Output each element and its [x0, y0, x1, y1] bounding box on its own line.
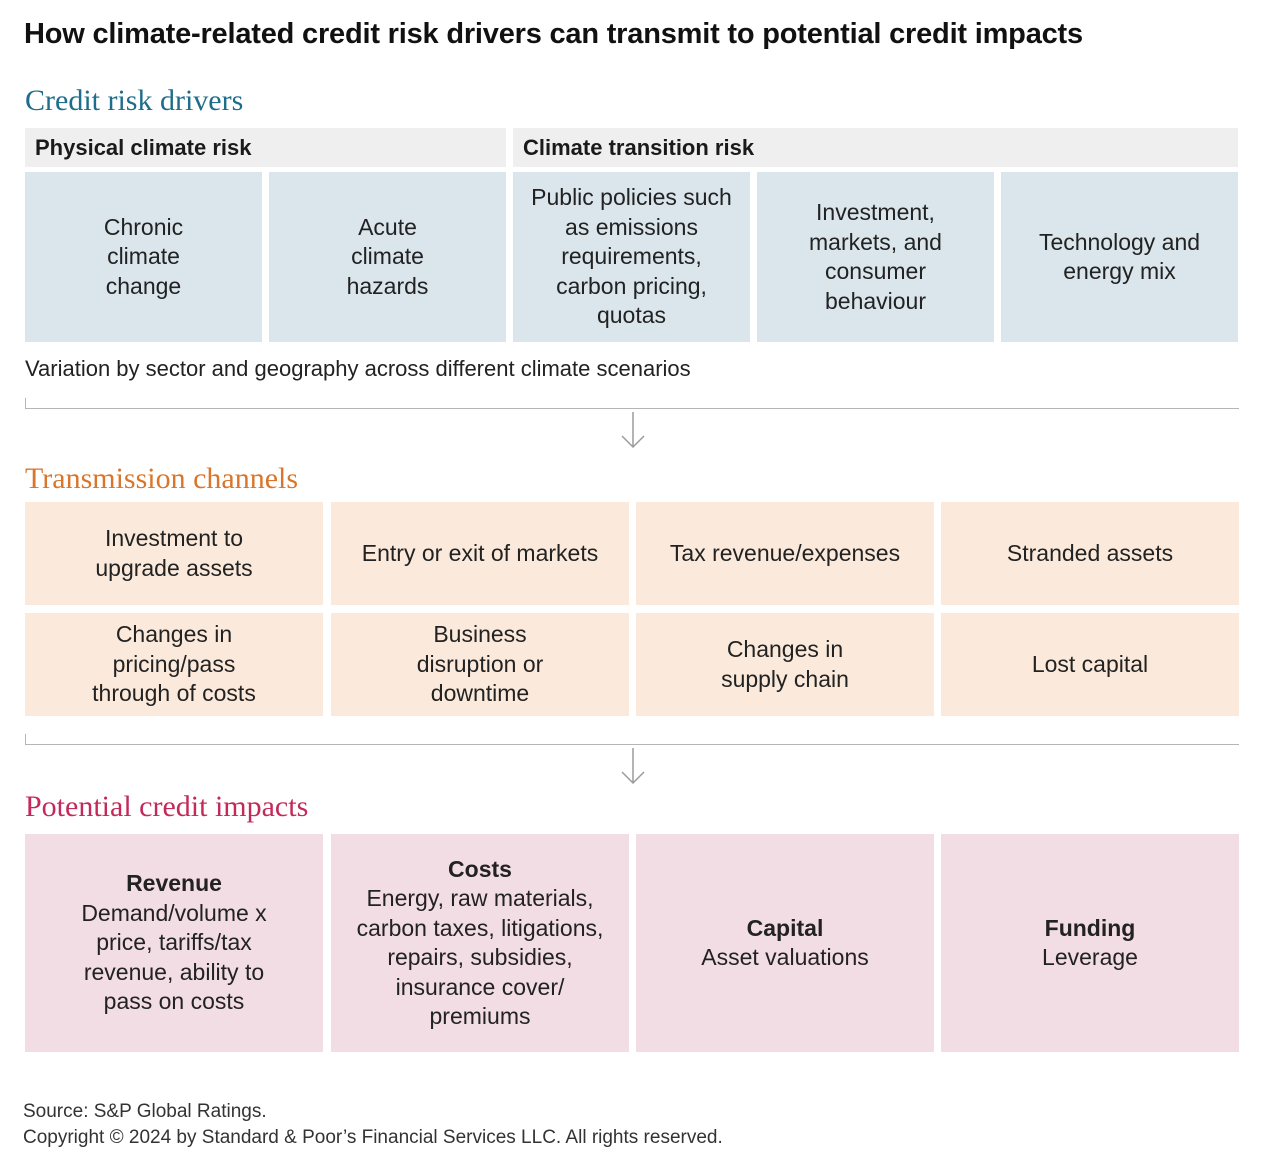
channel-investment-upgrade: Investment to upgrade assets [25, 502, 323, 605]
impact-detail: Leverage [1042, 944, 1138, 970]
driver-label: Investment, markets, and consumer behavi… [809, 199, 942, 314]
driver-acute-climate-hazards: Acute climate hazards [269, 172, 506, 342]
driver-public-policies: Public policies such as emissions requir… [513, 172, 750, 342]
physical-risk-header: Physical climate risk [25, 128, 506, 167]
channel-label: Changes in supply chain [721, 636, 849, 692]
channel-label: Investment to upgrade assets [95, 525, 253, 581]
channel-business-disruption: Business disruption or downtime [331, 613, 629, 716]
impact-costs: Costs Energy, raw materials, carbon taxe… [331, 834, 629, 1052]
driver-technology-energy: Technology and energy mix [1001, 172, 1238, 342]
impact-detail: Asset valuations [701, 944, 869, 970]
impact-revenue: Revenue Demand/volume x price, tariffs/t… [25, 834, 323, 1052]
impacts-heading: Potential credit impacts [25, 790, 309, 823]
driver-label: Chronic climate change [103, 213, 184, 299]
page-title: How climate-related credit risk drivers … [24, 18, 1083, 50]
impact-capital: Capital Asset valuations [636, 834, 934, 1052]
channel-entry-exit-markets: Entry or exit of markets [331, 502, 629, 605]
driver-label: Acute climate hazards [346, 213, 429, 299]
channel-label: Tax revenue/expenses [669, 539, 901, 566]
down-arrow-icon [621, 412, 645, 449]
impact-funding: Funding Leverage [941, 834, 1239, 1052]
impact-title: Capital [746, 914, 824, 941]
impact-title: Funding [1044, 914, 1136, 941]
channel-tax-revenue: Tax revenue/expenses [636, 502, 934, 605]
driver-label: Public policies such as emissions requir… [531, 184, 732, 329]
channel-label: Stranded assets [1006, 539, 1174, 566]
channels-heading: Transmission channels [25, 462, 299, 495]
divider-line [25, 734, 1239, 745]
driver-investment-markets: Investment, markets, and consumer behavi… [757, 172, 994, 342]
channel-label: Changes in pricing/pass through of costs [92, 621, 256, 707]
channel-supply-chain: Changes in supply chain [636, 613, 934, 716]
channel-lost-capital: Lost capital [941, 613, 1239, 716]
impact-detail: Demand/volume x price, tariffs/tax reven… [81, 899, 267, 1015]
transition-risk-header: Climate transition risk [513, 128, 1238, 167]
driver-label: Technology and energy mix [1038, 228, 1201, 285]
divider-line [25, 398, 1239, 409]
impact-title: Costs [448, 855, 512, 882]
channel-label: Entry or exit of markets [361, 539, 599, 566]
down-arrow-icon [621, 748, 645, 785]
channel-stranded-assets: Stranded assets [941, 502, 1239, 605]
channel-pricing-pass-through: Changes in pricing/pass through of costs [25, 613, 323, 716]
variation-note: Variation by sector and geography across… [25, 356, 691, 381]
impact-detail: Energy, raw materials, carbon taxes, lit… [356, 885, 604, 1029]
channel-label: Lost capital [1031, 650, 1149, 677]
drivers-heading: Credit risk drivers [25, 84, 244, 117]
impact-title: Revenue [126, 870, 222, 897]
source-note: Source: S&P Global Ratings. [23, 1101, 267, 1122]
driver-chronic-climate-change: Chronic climate change [25, 172, 262, 342]
channel-label: Business disruption or downtime [416, 621, 544, 707]
copyright-note: Copyright © 2024 by Standard & Poor’s Fi… [23, 1127, 723, 1148]
